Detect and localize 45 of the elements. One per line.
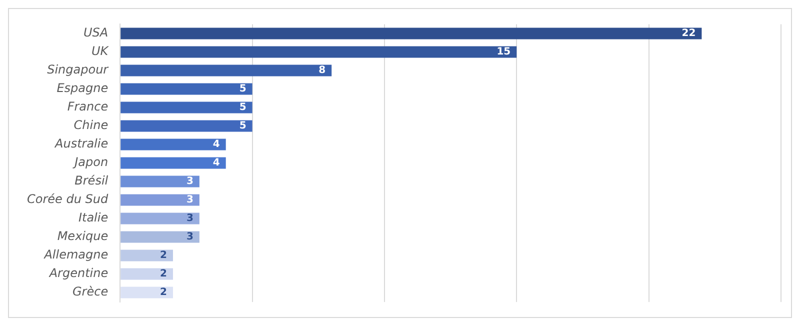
data-label: 3: [186, 176, 194, 188]
data-label: 3: [186, 213, 194, 224]
y-tick-label: UK: [91, 44, 110, 58]
y-tick-label: Grèce: [72, 284, 108, 299]
bar: [120, 138, 226, 150]
data-label: 8: [318, 65, 326, 76]
data-label: 4: [212, 139, 220, 150]
data-label: 3: [186, 232, 194, 243]
bar: [120, 102, 252, 114]
y-tick-label: Corée du Sud: [26, 192, 108, 206]
bar: [120, 286, 173, 298]
bar: [120, 28, 702, 40]
bar: [120, 120, 252, 132]
y-tick-label: Argentine: [48, 266, 108, 280]
data-label: 5: [239, 84, 246, 95]
bar: [120, 64, 332, 76]
y-tick-label: Mexique: [57, 229, 108, 244]
bar: [120, 268, 173, 280]
y-tick-label: Allemagne: [43, 248, 108, 262]
data-label: 22: [682, 28, 696, 40]
y-tick-label: Italie: [78, 210, 108, 225]
data-label: 15: [496, 46, 511, 58]
y-tick-label: Australie: [54, 136, 108, 151]
bar: [120, 250, 173, 262]
data-label: 5: [239, 120, 246, 132]
data-label: 4: [212, 158, 220, 169]
data-label: 3: [186, 194, 194, 206]
bar: [120, 83, 252, 95]
y-tick-label: Brésil: [74, 174, 109, 188]
y-tick-label: Singapour: [47, 62, 110, 77]
y-tick-label: Espagne: [56, 81, 108, 96]
y-tick-label: Chine: [74, 118, 108, 132]
bar: [120, 176, 200, 188]
y-tick-label: Japon: [72, 155, 108, 170]
bar: [120, 194, 200, 206]
data-label: 2: [160, 287, 168, 298]
y-tick-label: France: [67, 100, 108, 114]
bar: [120, 46, 517, 58]
data-label: 2: [160, 268, 168, 280]
bar: [120, 157, 226, 169]
data-label: 2: [160, 250, 168, 262]
bar: [120, 231, 200, 243]
bar: [120, 212, 200, 224]
y-tick-label: USA: [84, 26, 108, 40]
data-label: 5: [239, 102, 246, 114]
